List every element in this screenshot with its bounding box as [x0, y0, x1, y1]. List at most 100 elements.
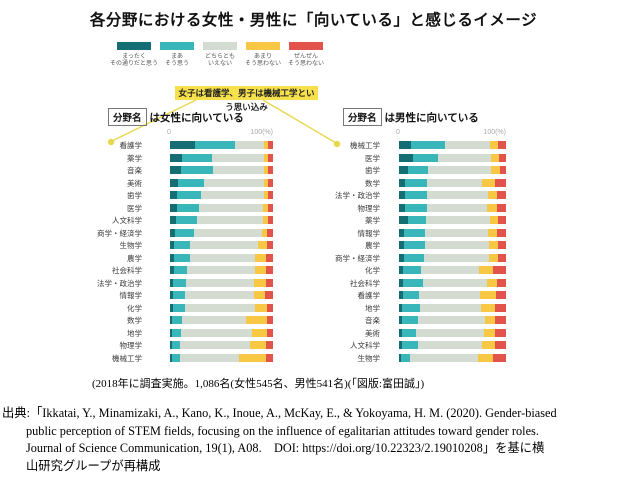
bar-segment [489, 141, 499, 149]
bar-segment [172, 341, 181, 350]
x-axis-max-label: 100(%) [250, 129, 273, 136]
stacked-bar [170, 253, 273, 262]
bar-segment [399, 166, 408, 175]
bar-segment [399, 278, 404, 287]
legend-swatch-agree [160, 42, 194, 50]
stacked-bar [399, 266, 506, 275]
stacked-bar [399, 291, 506, 300]
legend-label: ぜんぜん [293, 54, 318, 60]
bar-segment [182, 153, 213, 162]
legend-swatch-disagree [246, 42, 280, 50]
bar-segment [480, 291, 497, 300]
stacked-bar [170, 203, 273, 212]
bar-segment [265, 278, 273, 287]
stacked-bar [170, 354, 273, 362]
legend-label: まあ [170, 54, 183, 60]
bar-segment [170, 266, 175, 275]
category-label: 生物学 [119, 241, 143, 251]
bar-segment [495, 341, 506, 350]
table-row: 音楽 [40, 166, 273, 175]
bar-segment [399, 354, 402, 362]
table-row: 人文科学 [40, 216, 273, 225]
stacked-bar [399, 153, 506, 162]
category-label: 化学 [365, 266, 380, 276]
category-label: 看護学 [119, 141, 143, 150]
bar-segment [488, 253, 499, 262]
table-row: 法学・政治学 [278, 191, 506, 200]
bar-segment [172, 354, 181, 362]
legend-label: その通りだと思う [109, 61, 158, 67]
bar-segment [399, 178, 406, 187]
bar-segment [267, 216, 273, 225]
table-row: 歯学 [40, 191, 273, 200]
table-row: 農学 [40, 253, 273, 263]
bar-segment [170, 153, 183, 162]
stacked-bar [399, 191, 506, 200]
table-row: 看護学 [278, 291, 506, 300]
category-label: 情報学 [119, 291, 143, 301]
stacked-bar [170, 216, 273, 225]
bar-segment [170, 291, 174, 300]
bar-segment [255, 303, 267, 312]
table-row: 社会科学 [40, 266, 273, 275]
bar-segment [196, 216, 263, 225]
bar-segment [266, 303, 273, 312]
bar-segment [178, 178, 204, 187]
bar-segment [170, 166, 182, 175]
table-row: 機械工学 [278, 141, 506, 150]
legend-label: いえない [207, 61, 232, 67]
bar-segment [498, 153, 506, 162]
table-row: 生物学 [40, 241, 273, 250]
source-line: Journal of Science Communication, 19(1),… [26, 441, 545, 456]
bar-segment [437, 153, 492, 162]
legend-item: まあ そう思う [160, 42, 194, 68]
table-row: 地学 [278, 303, 506, 313]
bar-segment [193, 228, 262, 237]
bar-segment [497, 278, 506, 287]
bar-segment [263, 191, 268, 200]
bar-segment [266, 228, 273, 237]
bar-segment [262, 216, 268, 225]
table-row: 法学・政治学 [40, 278, 273, 288]
category-label: 美術 [365, 328, 380, 338]
category-label: 音楽 [365, 316, 380, 326]
legend-item: どちらとも いえない [203, 42, 237, 68]
bar-segment [405, 203, 427, 212]
bar-segment [399, 341, 403, 350]
x-axis-min-label: 0 [167, 129, 171, 136]
category-label: 法学・政治学 [97, 278, 142, 288]
bar-segment [399, 153, 413, 162]
stacked-bar [399, 203, 506, 212]
bar-segment [399, 203, 406, 212]
table-row: 美術 [278, 328, 506, 338]
bar-segment [263, 153, 268, 162]
bar-segment [170, 178, 179, 187]
bar-segment [399, 316, 403, 325]
bar-segment [172, 316, 183, 325]
category-label: 数学 [127, 316, 142, 326]
legend-label: どちらとも [204, 54, 235, 60]
category-label: 機械工学 [350, 141, 380, 150]
legend-swatch-strongly-disagree [289, 42, 323, 50]
bar-segment [399, 216, 408, 225]
bar-segment [484, 316, 496, 325]
bar-segment [482, 178, 496, 187]
bar-segment [170, 203, 178, 212]
bar-segment [189, 253, 256, 262]
bar-segment [267, 203, 273, 212]
table-row: 物理学 [278, 203, 506, 213]
bar-segment [170, 328, 173, 337]
table-row: 看護学 [40, 141, 273, 150]
legend-item: ぜんぜん そう思わない [288, 42, 324, 68]
category-label: 医学 [365, 153, 380, 163]
stacked-bar [170, 191, 273, 200]
table-row: 情報学 [40, 291, 273, 300]
bar-segment [185, 291, 255, 300]
bar-segment [264, 291, 273, 300]
legend-label: そう思う [164, 61, 189, 67]
table-row: 美術 [40, 178, 273, 188]
legend-swatch-strongly-agree [117, 42, 151, 50]
bar-segment [182, 316, 247, 325]
stacked-bar [399, 141, 506, 149]
bar-segment [265, 341, 273, 350]
